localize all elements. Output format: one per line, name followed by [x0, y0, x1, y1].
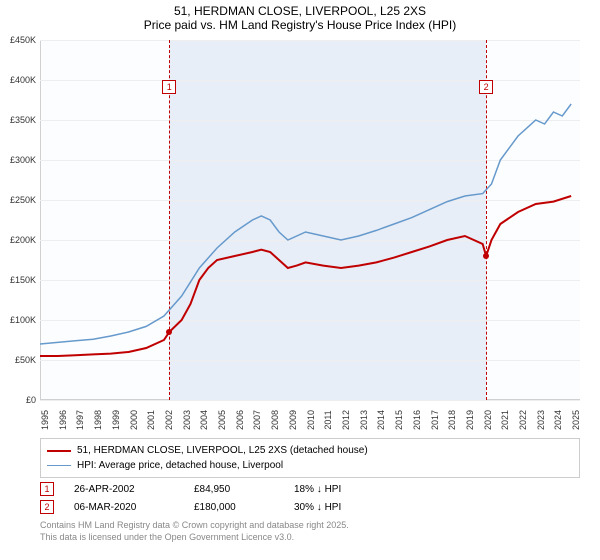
chart-area: £0£50K£100K£150K£200K£250K£300K£350K£400… [40, 40, 580, 400]
y-axis-label: £300K [0, 155, 36, 165]
legend-swatch [47, 450, 71, 452]
sales-row-diff: 30% ↓ HPI [294, 502, 414, 513]
sale-dot [483, 253, 489, 259]
footer-attribution: Contains HM Land Registry data © Crown c… [40, 520, 580, 543]
x-axis-label: 2010 [306, 410, 316, 430]
y-gridline [40, 400, 580, 401]
x-axis-label: 1996 [58, 410, 68, 430]
x-axis-label: 1998 [93, 410, 103, 430]
sale-dot [166, 329, 172, 335]
x-axis-label: 1999 [111, 410, 121, 430]
series-line [40, 104, 571, 344]
x-axis-label: 2024 [553, 410, 563, 430]
sales-row: 2 06-MAR-2020 £180,000 30% ↓ HPI [40, 498, 580, 516]
y-axis-label: £450K [0, 35, 36, 45]
x-axis-label: 2015 [394, 410, 404, 430]
x-axis-label: 2018 [447, 410, 457, 430]
y-axis-label: £350K [0, 115, 36, 125]
x-axis-label: 2007 [252, 410, 262, 430]
x-axis-label: 2004 [199, 410, 209, 430]
x-axis-label: 2001 [146, 410, 156, 430]
footer-line-1: Contains HM Land Registry data © Crown c… [40, 520, 580, 532]
x-axis-label: 2002 [164, 410, 174, 430]
x-axis-label: 2025 [571, 410, 581, 430]
x-axis-label: 2023 [536, 410, 546, 430]
title-line-1: 51, HERDMAN CLOSE, LIVERPOOL, L25 2XS [0, 4, 600, 18]
x-axis-label: 2019 [465, 410, 475, 430]
x-axis-label: 2021 [500, 410, 510, 430]
legend-box: 51, HERDMAN CLOSE, LIVERPOOL, L25 2XS (d… [40, 438, 580, 478]
sales-row-date: 06-MAR-2020 [74, 502, 174, 513]
x-axis-label: 2014 [376, 410, 386, 430]
x-axis-label: 2009 [288, 410, 298, 430]
y-axis-label: £150K [0, 275, 36, 285]
series-line [40, 196, 571, 356]
legend-swatch [47, 465, 71, 467]
x-axis-label: 2020 [483, 410, 493, 430]
y-axis-label: £400K [0, 75, 36, 85]
x-axis-label: 2008 [270, 410, 280, 430]
y-axis-label: £50K [0, 355, 36, 365]
x-axis-label: 2006 [235, 410, 245, 430]
x-axis-label: 1997 [75, 410, 85, 430]
legend-item: HPI: Average price, detached house, Live… [47, 458, 573, 473]
x-axis-label: 2005 [217, 410, 227, 430]
chart-title-block: 51, HERDMAN CLOSE, LIVERPOOL, L25 2XS Pr… [0, 0, 600, 32]
sales-row-marker: 2 [40, 500, 54, 514]
x-axis-label: 2016 [412, 410, 422, 430]
x-axis-label: 2011 [323, 410, 333, 429]
footer-line-2: This data is licensed under the Open Gov… [40, 532, 580, 544]
sales-row-marker: 1 [40, 482, 54, 496]
sales-row-price: £84,950 [194, 484, 274, 495]
y-axis-label: £0 [0, 395, 36, 405]
x-axis-label: 2012 [341, 410, 351, 430]
x-axis-label: 2017 [430, 410, 440, 430]
sales-row-diff: 18% ↓ HPI [294, 484, 414, 495]
title-line-2: Price paid vs. HM Land Registry's House … [0, 18, 600, 32]
sales-row: 1 26-APR-2002 £84,950 18% ↓ HPI [40, 480, 580, 498]
chart-lines [40, 40, 580, 400]
y-axis-label: £200K [0, 235, 36, 245]
x-axis-label: 2022 [518, 410, 528, 430]
y-axis-label: £100K [0, 315, 36, 325]
x-axis-label: 2013 [359, 410, 369, 430]
sales-table: 1 26-APR-2002 £84,950 18% ↓ HPI 2 06-MAR-2020… [40, 480, 580, 516]
y-axis-label: £250K [0, 195, 36, 205]
legend-label: HPI: Average price, detached house, Live… [77, 460, 283, 471]
legend-item: 51, HERDMAN CLOSE, LIVERPOOL, L25 2XS (d… [47, 443, 573, 458]
sales-row-date: 26-APR-2002 [74, 484, 174, 495]
legend-label: 51, HERDMAN CLOSE, LIVERPOOL, L25 2XS (d… [77, 445, 368, 456]
x-axis-label: 1995 [40, 410, 50, 430]
x-axis-label: 2000 [129, 410, 139, 430]
x-axis-label: 2003 [182, 410, 192, 430]
sales-row-price: £180,000 [194, 502, 274, 513]
